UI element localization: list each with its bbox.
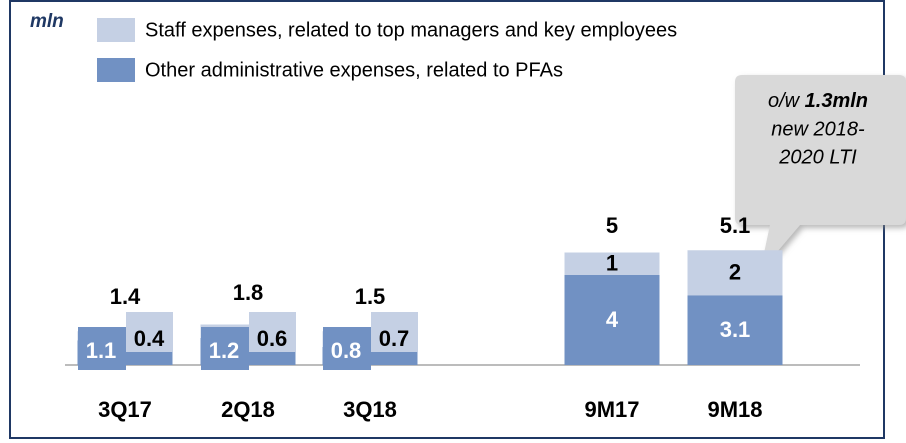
total-label: 5.1 xyxy=(720,213,751,238)
label-box xyxy=(371,312,418,352)
callout: o/w 1.3mln new 2018- 2020 LTI xyxy=(735,75,906,272)
callout-highlight: 1.3mln xyxy=(805,90,868,112)
value-label: 4 xyxy=(606,307,619,332)
label-box xyxy=(201,327,249,370)
bar-segment xyxy=(564,275,660,365)
total-label: 1.5 xyxy=(355,284,386,309)
label-box xyxy=(78,327,126,370)
legend-label: Staff expenses, related to top managers … xyxy=(145,19,677,41)
legend: Staff expenses, related to top managers … xyxy=(97,18,677,82)
callout-line: new 2018- xyxy=(771,118,865,140)
label-box xyxy=(323,327,371,370)
bar-segment xyxy=(687,250,783,296)
value-label: 1.2 xyxy=(209,338,240,363)
value-label: 2 xyxy=(729,260,741,285)
callout-box xyxy=(735,75,906,272)
x-tick-label: 9M17 xyxy=(584,397,639,422)
callout-prefix: o/w xyxy=(768,90,801,112)
value-label: 1 xyxy=(606,251,618,276)
label-box xyxy=(249,312,296,352)
value-label: 1.1 xyxy=(86,338,117,363)
value-label: 0.6 xyxy=(257,326,288,351)
value-label: 0.4 xyxy=(134,326,165,351)
x-tick-label: 3Q18 xyxy=(343,397,397,422)
legend-swatch xyxy=(97,58,135,82)
label-box xyxy=(126,312,173,352)
total-label: 1.8 xyxy=(233,280,264,305)
value-label: 0.8 xyxy=(331,338,362,363)
total-label: 5 xyxy=(606,213,618,238)
x-tick-label: 3Q17 xyxy=(98,397,152,422)
callout-line: o/w 1.3mln xyxy=(768,90,868,112)
plot: 1.1 0.4 1.4 3Q17 1.2 0.6 1.8 2Q18 0.8 0.7 1.5 3Q18 4… xyxy=(77,213,783,422)
x-tick-label: 2Q18 xyxy=(221,397,275,422)
callout-line: 2020 LTI xyxy=(778,146,857,168)
total-label: 1.4 xyxy=(110,284,141,309)
legend-label: Other administrative expenses, related t… xyxy=(145,59,563,81)
x-tick-label: 9M18 xyxy=(707,397,762,422)
bar-segment xyxy=(564,252,660,275)
value-label: 3.1 xyxy=(720,317,751,342)
legend-swatch xyxy=(97,18,135,42)
value-label: 0.7 xyxy=(379,326,410,351)
bar-segment xyxy=(687,295,783,365)
unit-label: mln xyxy=(30,11,64,32)
